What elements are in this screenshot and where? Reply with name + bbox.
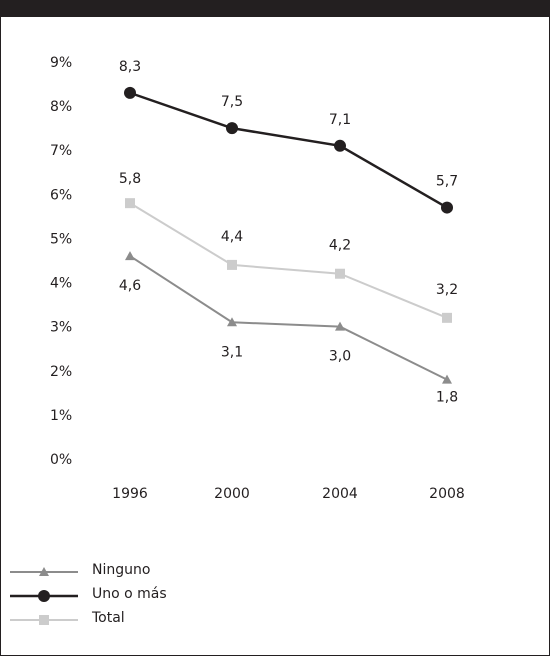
legend-label-total: Total — [92, 610, 125, 626]
data-label-ninguno: 1,8 — [436, 390, 458, 406]
header-bar — [0, 0, 550, 17]
data-point-ninguno — [125, 251, 135, 261]
legend-label-uno-o-mas: Uno o más — [92, 586, 167, 602]
series-line-total — [129, 202, 448, 319]
x-tick-label: 2008 — [429, 486, 465, 502]
legend-label-ninguno: Ninguno — [92, 562, 151, 578]
data-point-total — [227, 259, 237, 270]
y-tick-label: 6% — [50, 187, 72, 203]
data-label-total: 3,2 — [436, 282, 458, 298]
line-chart: 0% 1% 2% 3% 4% 5% 6% 7% 8% 9% 1996 2000 2004 2008 5,8 4… — [50, 55, 465, 502]
data-label-total: 4,4 — [221, 229, 243, 245]
data-point-ninguno — [335, 321, 345, 331]
legend-item-uno-o-mas: Uno o más — [0, 584, 220, 608]
data-label-total: 5,8 — [119, 171, 141, 187]
data-label-total: 4,2 — [329, 238, 351, 254]
data-label-ninguno: 3,0 — [329, 349, 351, 365]
data-point-uno-o-m-s — [124, 86, 136, 99]
data-label-uno-o-m-s: 7,5 — [221, 94, 243, 110]
data-point-uno-o-m-s — [334, 139, 346, 152]
series-line-ninguno — [129, 255, 448, 381]
data-label-ninguno: 4,6 — [119, 278, 141, 294]
data-point-ninguno — [227, 317, 237, 327]
data-point-uno-o-m-s — [226, 122, 238, 135]
y-tick-label: 4% — [50, 276, 72, 292]
data-point-ninguno — [442, 374, 452, 384]
legend-item-total: Total — [0, 608, 220, 632]
data-label-uno-o-m-s: 5,7 — [436, 174, 458, 190]
y-tick-label: 2% — [50, 364, 72, 380]
legend-swatch-uno-o-mas — [10, 590, 78, 602]
y-tick-label: 0% — [50, 452, 72, 468]
y-tick-label: 3% — [50, 320, 72, 336]
x-tick-label: 2004 — [322, 486, 358, 502]
data-point-total — [125, 198, 135, 209]
legend-swatch-total — [10, 615, 78, 625]
y-tick-label: 9% — [50, 55, 72, 71]
x-tick-label: 1996 — [112, 486, 148, 502]
legend-swatch-ninguno — [10, 567, 78, 576]
data-label-uno-o-m-s: 7,1 — [329, 112, 351, 128]
data-point-uno-o-m-s — [441, 201, 453, 214]
data-label-uno-o-m-s: 8,3 — [119, 59, 141, 75]
data-point-total — [335, 268, 345, 279]
data-label-ninguno: 3,1 — [221, 344, 243, 360]
series-line-uno-o-m-s — [129, 91, 448, 209]
y-tick-label: 7% — [50, 143, 72, 159]
y-tick-label: 1% — [50, 408, 72, 424]
data-point-total — [442, 312, 452, 323]
x-tick-label: 2000 — [214, 486, 250, 502]
y-tick-label: 5% — [50, 231, 72, 247]
legend-item-ninguno: Ninguno — [0, 560, 220, 584]
y-tick-label: 8% — [50, 99, 72, 115]
